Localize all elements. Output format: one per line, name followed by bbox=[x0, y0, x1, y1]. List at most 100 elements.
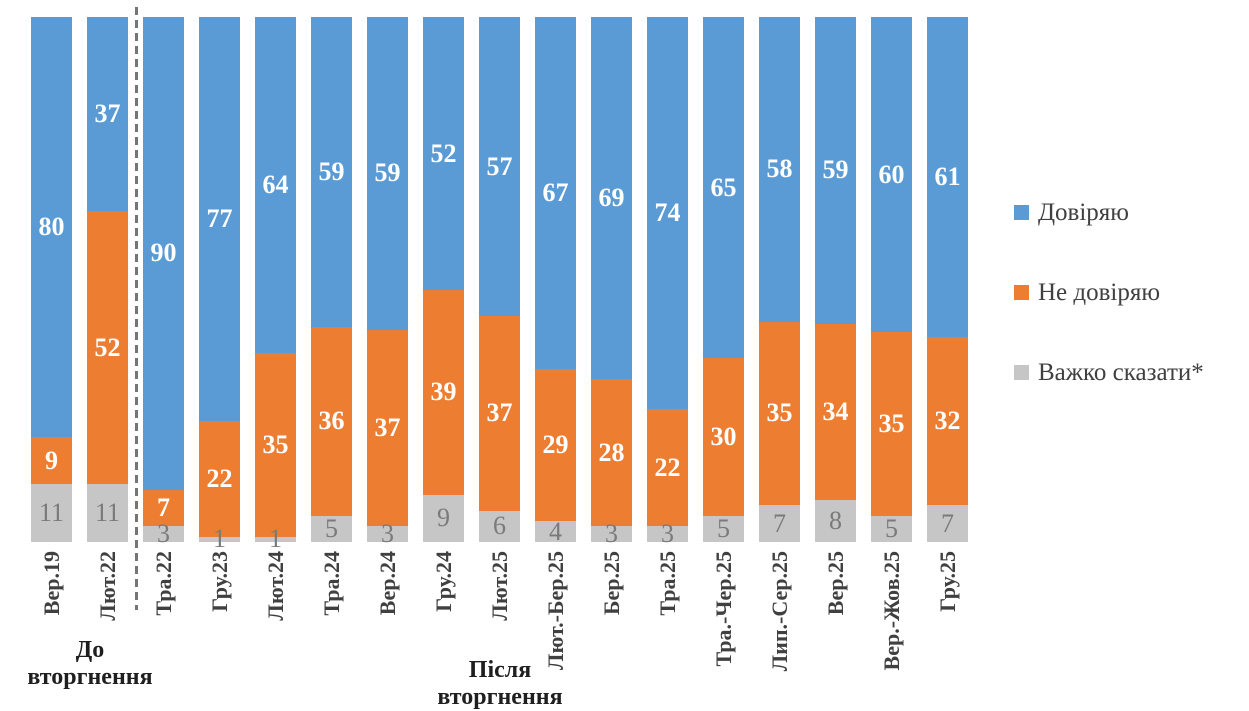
bar-4: 77 22 1 bbox=[199, 17, 240, 552]
value-label: 5 bbox=[717, 513, 730, 543]
bar-14: 58 35 7 bbox=[759, 17, 800, 542]
segment: 7 bbox=[759, 505, 800, 542]
value-label: 64 bbox=[262, 170, 289, 199]
value-label: 6 bbox=[493, 511, 506, 541]
segment: 80 bbox=[31, 17, 72, 437]
bar-3: 90 7 3 bbox=[143, 17, 184, 547]
distrust-swatch-icon bbox=[1014, 284, 1029, 300]
value-label: 5 bbox=[885, 513, 898, 543]
bar-5: 64 35 1 bbox=[255, 17, 296, 552]
segment: 64 bbox=[255, 17, 296, 353]
value-label: 4 bbox=[549, 516, 562, 546]
bar-2: 37 52 11 bbox=[87, 17, 128, 542]
x-tick-label: Вер.25 bbox=[822, 551, 848, 616]
segment: 35 bbox=[759, 321, 800, 506]
bar-13: 65 30 5 bbox=[703, 17, 744, 542]
legend-item-hard-to-say: Важко сказати* bbox=[1014, 357, 1204, 387]
segment: 11 bbox=[31, 484, 72, 542]
segment: 61 bbox=[927, 17, 968, 338]
legend-item-trust: Довіряю bbox=[1014, 197, 1204, 227]
value-label: 57 bbox=[486, 151, 513, 181]
value-label: 59 bbox=[318, 156, 345, 186]
segment: 34 bbox=[815, 323, 856, 501]
bar-10: 67 29 4 bbox=[535, 17, 576, 546]
value-label: 65 bbox=[710, 172, 737, 202]
segment: 57 bbox=[479, 17, 520, 317]
x-tick: Вер.-Жов.25 bbox=[871, 551, 912, 709]
segment: 5 bbox=[871, 513, 912, 543]
value-label: 7 bbox=[773, 508, 786, 538]
segment: 1 bbox=[255, 526, 296, 552]
x-tick: Тра.-Чер.25 bbox=[703, 551, 744, 709]
segment: 11 bbox=[87, 484, 128, 542]
segment: 6 bbox=[479, 510, 520, 542]
value-label: 77 bbox=[206, 204, 233, 234]
segment: 59 bbox=[815, 17, 856, 324]
value-label: 35 bbox=[262, 429, 289, 459]
bar-1: 80 9 11 bbox=[31, 17, 72, 542]
segment: 29 bbox=[535, 368, 576, 521]
value-label: 39 bbox=[430, 377, 457, 407]
pre-post-invasion-divider bbox=[135, 7, 138, 610]
bar-8: 52 39 9 bbox=[423, 17, 464, 542]
segment: 37 bbox=[479, 316, 520, 511]
group-label-line: До bbox=[75, 637, 105, 663]
value-label: 35 bbox=[878, 408, 905, 438]
value-label: 37 bbox=[94, 99, 121, 129]
x-tick-label: Гру.25 bbox=[934, 551, 960, 612]
segment: 60 bbox=[871, 17, 912, 332]
value-label: 22 bbox=[654, 452, 681, 482]
bar-16: 60 35 5 bbox=[871, 17, 912, 542]
value-label: 61 bbox=[934, 162, 961, 192]
x-tick-label: Лип.-Сер.25 bbox=[766, 551, 792, 672]
x-tick: Тра.24 bbox=[311, 551, 352, 709]
value-label: 37 bbox=[486, 398, 513, 428]
value-label: 3 bbox=[157, 519, 170, 549]
bar-9: 57 37 6 bbox=[479, 17, 520, 542]
value-label: 58 bbox=[766, 154, 793, 184]
segment: 22 bbox=[647, 409, 688, 527]
value-label: 29 bbox=[542, 429, 569, 459]
segment: 35 bbox=[871, 332, 912, 516]
segment: 59 bbox=[367, 17, 408, 330]
value-label: 3 bbox=[381, 519, 394, 549]
x-tick-label: Тра.22 bbox=[150, 551, 176, 616]
value-label: 32 bbox=[934, 406, 961, 436]
value-label: 52 bbox=[430, 138, 457, 168]
value-label: 5 bbox=[325, 513, 338, 543]
legend-item-distrust: Не довіряю bbox=[1014, 277, 1204, 307]
segment: 58 bbox=[759, 17, 800, 322]
segment: 5 bbox=[311, 513, 352, 543]
plot-area: 80 9 11 37 52 11 90 7 3 77 22 1 64 35 1 59 36 5 59 37 3 52 39 9… bbox=[31, 17, 968, 552]
segment: 52 bbox=[87, 211, 128, 485]
value-label: 52 bbox=[94, 332, 121, 362]
segment: 59 bbox=[311, 17, 352, 327]
segment: 9 bbox=[31, 437, 72, 485]
x-tick-label: Лют.24 bbox=[262, 551, 288, 621]
x-tick-label: Тра.-Чер.25 bbox=[710, 551, 736, 667]
value-label: 7 bbox=[941, 508, 954, 538]
trust-swatch-icon bbox=[1014, 204, 1029, 220]
x-tick-label: Бер.25 bbox=[598, 551, 624, 616]
segment: 3 bbox=[367, 521, 408, 547]
value-label: 1 bbox=[269, 524, 282, 554]
x-tick-label: Лют.25 bbox=[486, 551, 512, 621]
value-label: 1 bbox=[213, 524, 226, 554]
legend: Довіряю Не довіряю Важко сказати* bbox=[1014, 197, 1204, 387]
x-tick-label: Гру.24 bbox=[430, 551, 456, 612]
segment: 3 bbox=[647, 521, 688, 547]
value-label: 74 bbox=[654, 198, 681, 228]
value-label: 69 bbox=[598, 183, 625, 213]
value-label: 22 bbox=[206, 464, 233, 493]
value-label: 59 bbox=[822, 155, 849, 185]
segment: 4 bbox=[535, 516, 576, 546]
segment: 36 bbox=[311, 326, 352, 516]
x-tick: Лип.-Сер.25 bbox=[759, 551, 800, 709]
bar-17: 61 32 7 bbox=[927, 17, 968, 542]
segment: 37 bbox=[367, 329, 408, 527]
group-label-after-invasion: Після вторгнення bbox=[390, 657, 610, 711]
segment: 28 bbox=[591, 379, 632, 527]
segment: 3 bbox=[143, 521, 184, 547]
bar-6: 59 36 5 bbox=[311, 17, 352, 542]
